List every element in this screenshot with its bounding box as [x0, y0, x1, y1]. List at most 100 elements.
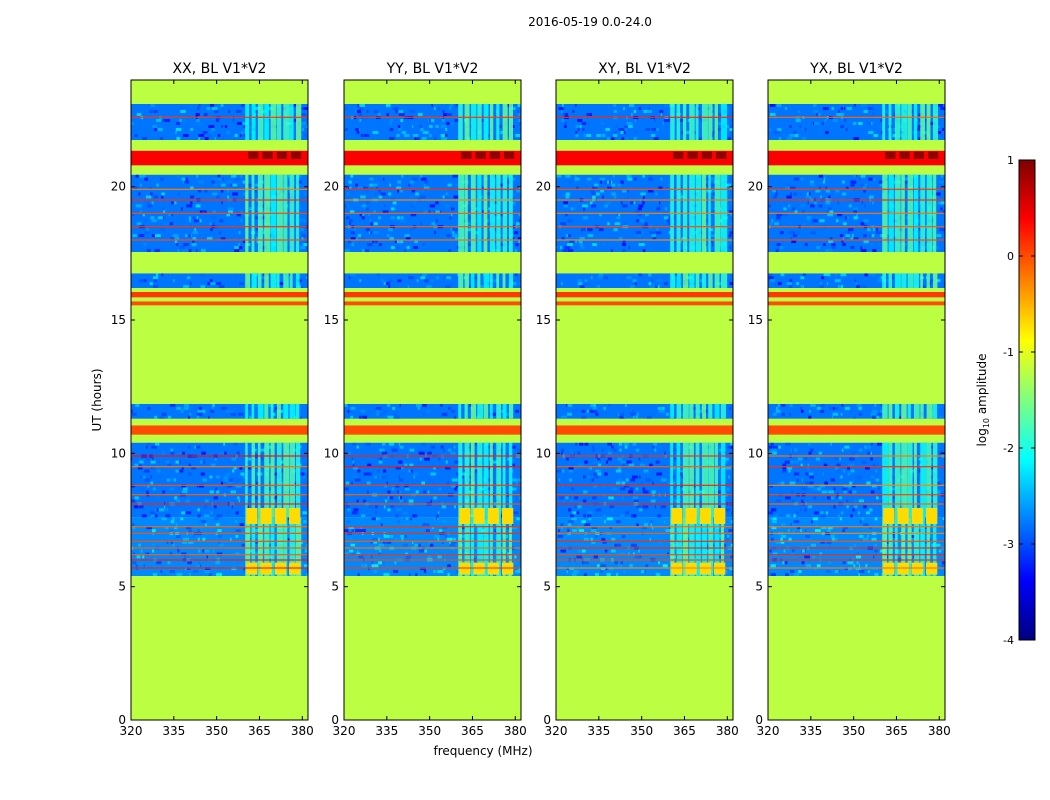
- noise-speckle: [670, 466, 676, 470]
- noise-speckle: [624, 404, 628, 407]
- noise-speckle: [675, 549, 678, 553]
- noise-speckle: [188, 249, 192, 252]
- noise-speckle: [442, 540, 444, 544]
- noise-speckle: [179, 107, 183, 110]
- noise-speckle: [198, 520, 202, 524]
- noise-speckle: [260, 110, 267, 113]
- noise-speckle: [146, 249, 151, 252]
- noise-speckle: [815, 523, 818, 527]
- noise-speckle: [135, 174, 139, 178]
- noise-speckle: [674, 543, 678, 547]
- noise-speckle: [344, 487, 349, 491]
- noise-speckle: [379, 457, 382, 461]
- noise-speckle: [572, 511, 576, 515]
- rfi-stripe: [907, 442, 913, 518]
- noise-speckle: [299, 228, 305, 232]
- noise-speckle: [511, 282, 515, 286]
- noise-speckle: [669, 183, 671, 187]
- noise-speckle: [402, 511, 408, 515]
- noise-speckle: [198, 134, 205, 137]
- noise-speckle: [181, 490, 188, 494]
- noise-speckle: [583, 134, 587, 137]
- rfi-stripe: [701, 404, 707, 419]
- noise-speckle: [280, 240, 286, 244]
- heatmap-segment: [768, 252, 945, 274]
- noise-speckle: [358, 113, 363, 116]
- rfi-line: [556, 466, 733, 468]
- noise-speckle: [374, 543, 378, 547]
- rfi-stripe: [276, 104, 282, 140]
- noise-speckle: [181, 409, 184, 413]
- noise-speckle: [135, 567, 139, 571]
- noise-speckle: [864, 204, 866, 208]
- noise-speckle: [198, 104, 201, 107]
- noise-speckle: [894, 508, 896, 512]
- rfi-stripe: [695, 273, 700, 288]
- noise-speckle: [190, 195, 195, 199]
- noise-speckle: [150, 104, 156, 107]
- noise-speckle: [810, 543, 816, 547]
- noise-speckle: [665, 412, 669, 416]
- noise-speckle: [216, 552, 223, 556]
- noise-speckle: [873, 463, 878, 467]
- noise-speckle: [454, 119, 460, 122]
- noise-speckle: [378, 472, 383, 476]
- rfi-stripe: [932, 517, 937, 576]
- noise-speckle: [262, 204, 264, 208]
- x-tick-label: 350: [418, 724, 441, 738]
- noise-speckle: [785, 573, 789, 576]
- noise-speckle: [589, 409, 595, 413]
- noise-speckle: [781, 534, 787, 538]
- rfi-line: [344, 567, 521, 569]
- noise-speckle: [780, 445, 784, 449]
- noise-speckle: [227, 195, 230, 199]
- noise-speckle: [420, 174, 423, 178]
- noise-speckle: [834, 466, 839, 470]
- noise-speckle: [793, 192, 798, 196]
- heatmap-segment: [131, 434, 308, 443]
- noise-speckle: [561, 469, 565, 473]
- rfi-line: [768, 199, 945, 201]
- noise-speckle: [826, 529, 831, 532]
- rfi-line: [131, 532, 308, 534]
- noise-speckle: [581, 549, 586, 553]
- rfi-stripe: [257, 442, 261, 518]
- noise-speckle: [375, 511, 377, 515]
- noise-speckle: [802, 273, 806, 277]
- noise-speckle: [826, 210, 828, 214]
- noise-speckle: [219, 219, 224, 223]
- noise-speckle: [692, 204, 698, 208]
- noise-speckle: [217, 529, 222, 532]
- noise-speckle: [227, 511, 229, 515]
- noise-speckle: [615, 573, 619, 576]
- noise-speckle: [404, 134, 410, 137]
- rfi-stripe: [720, 104, 728, 140]
- noise-speckle: [471, 276, 478, 280]
- noise-speckle: [841, 448, 844, 452]
- noise-speckle: [633, 137, 637, 140]
- rfi-block: [897, 562, 909, 575]
- noise-speckle: [837, 540, 840, 544]
- noise-speckle: [593, 183, 599, 187]
- noise-speckle: [439, 487, 441, 491]
- noise-speckle: [774, 282, 778, 286]
- noise-speckle: [435, 404, 437, 407]
- noise-speckle: [800, 409, 804, 413]
- noise-speckle: [729, 219, 732, 223]
- noise-speckle: [594, 475, 599, 479]
- heatmap-segment: [556, 576, 733, 720]
- heatmap-segment: [344, 140, 521, 151]
- rfi-stripe: [257, 517, 263, 576]
- noise-speckle: [219, 451, 224, 455]
- noise-speckle: [396, 246, 400, 250]
- noise-speckle: [584, 523, 591, 527]
- panel-title: YX, BL V1*V2: [809, 61, 903, 77]
- noise-speckle: [261, 231, 265, 235]
- noise-speckle: [567, 243, 573, 247]
- noise-speckle: [370, 219, 377, 223]
- noise-speckle: [642, 201, 645, 205]
- rfi-line: [344, 212, 521, 214]
- rfi-block: [246, 562, 258, 575]
- noise-speckle: [567, 234, 571, 238]
- noise-speckle: [348, 526, 355, 530]
